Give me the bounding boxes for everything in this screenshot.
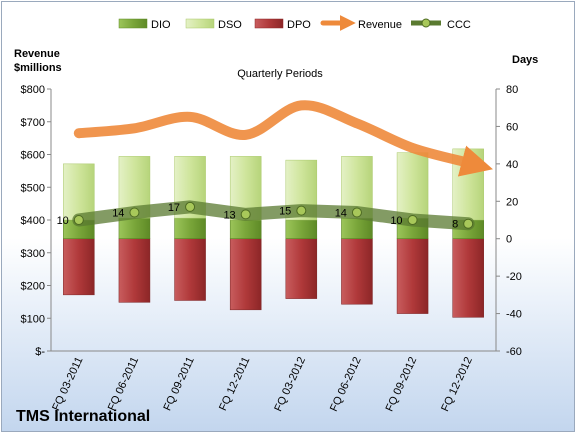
dpo-bar	[452, 238, 484, 318]
company-name: TMS International	[16, 408, 150, 425]
ccc-point	[129, 207, 140, 218]
legend-revenue-label: Revenue	[358, 19, 402, 31]
left-tick-label: $300	[21, 248, 45, 260]
left-tick-label: $400	[21, 215, 45, 227]
left-tick-label: $600	[21, 150, 45, 162]
left-axis-title-line1: Revenue	[14, 48, 60, 60]
ccc-point	[407, 215, 418, 225]
ccc-point	[73, 215, 84, 225]
x-tick-label: FQ 12-2012	[439, 355, 475, 413]
right-axis-title: Days	[512, 54, 538, 66]
right-tick-label: 60	[506, 121, 518, 133]
ccc-data-label: 13	[223, 209, 235, 221]
legend-dpo-label: DPO	[287, 19, 311, 31]
dio-bar	[229, 219, 262, 239]
legend-dpo-swatch	[254, 18, 284, 29]
dpo-bar	[396, 238, 429, 314]
right-tick-label: -60	[506, 346, 522, 358]
dpo-bar	[118, 238, 151, 303]
dso-bar	[396, 152, 429, 219]
ccc-line	[72, 200, 475, 231]
legend-dso-label: DSO	[218, 19, 242, 31]
right-tick-label: 80	[506, 84, 518, 96]
left-axis: $800 $700 $600 $500 $400 $300 $200 $100 $-	[21, 84, 51, 358]
ccc-point	[296, 205, 307, 216]
ccc-data-label: 14	[112, 208, 124, 220]
legend-ccc-label: CCC	[447, 19, 471, 31]
x-tick-label: FQ 12-2011	[217, 355, 252, 413]
x-tick-label: FQ 03-2011	[50, 355, 85, 413]
ccc-data-label: 14	[335, 208, 347, 220]
ccc-point	[185, 201, 196, 212]
ccc-data-label: 10	[57, 215, 69, 227]
dpo-bar	[341, 238, 373, 305]
chart-title: Quarterly Periods	[237, 68, 323, 80]
ccc-point	[240, 209, 251, 220]
legend-dio-label: DIO	[151, 19, 171, 31]
dso-bar	[63, 163, 95, 221]
ccc-data-label: 17	[168, 202, 180, 214]
right-tick-label: 0	[506, 234, 512, 246]
right-tick-label: 20	[506, 196, 518, 208]
dpo-bar	[229, 238, 262, 311]
right-tick-label: -40	[506, 309, 522, 321]
x-axis: FQ 03-2011 FQ 06-2011 FQ 09-2011 FQ 12-2011…	[50, 355, 475, 413]
ccc-series: 10 14 17 13 15 14 10 8	[57, 200, 475, 231]
dio-bar	[118, 217, 151, 239]
dpo-bar	[63, 238, 95, 296]
revenue-series	[73, 100, 493, 177]
ccc-point	[351, 207, 362, 218]
legend-dio-swatch	[118, 18, 148, 29]
ccc-data-label: 8	[452, 219, 458, 231]
dio-bar	[174, 217, 206, 239]
x-tick-label: FQ 09-2011	[161, 355, 196, 413]
left-tick-label: $500	[21, 182, 45, 194]
left-tick-label: $100	[21, 313, 45, 325]
right-tick-label: 40	[506, 159, 518, 171]
revenue-line	[73, 100, 493, 177]
x-tick-label: FQ 09-2012	[384, 355, 420, 413]
dio-bar	[285, 219, 318, 239]
ccc-data-label: 10	[390, 215, 402, 227]
x-tick-label: FQ 06-2012	[328, 355, 364, 413]
left-tick-label: $800	[21, 84, 45, 96]
dio-bar	[341, 217, 373, 239]
dpo-bar	[174, 238, 206, 301]
legend-ccc-marker	[421, 18, 431, 28]
legend-dso-swatch	[185, 18, 215, 29]
x-tick-label: FQ 06-2011	[106, 355, 141, 413]
right-tick-label: -20	[506, 271, 522, 283]
left-axis-title-line2: $millions	[14, 62, 62, 74]
x-tick-label: FQ 03-2012	[272, 355, 308, 413]
left-tick-label: $200	[21, 281, 45, 293]
left-tick-label: $-	[35, 346, 45, 358]
left-tick-label: $700	[21, 117, 45, 129]
bar-series	[63, 148, 484, 318]
right-axis: 80 60 40 20 0 -20 -40 -60	[496, 84, 522, 358]
ccc-data-label: 15	[279, 206, 291, 218]
ccc-point	[463, 218, 474, 229]
legend: DIO DSO DPO Revenue CCC	[118, 14, 471, 32]
dpo-bar	[285, 238, 318, 299]
